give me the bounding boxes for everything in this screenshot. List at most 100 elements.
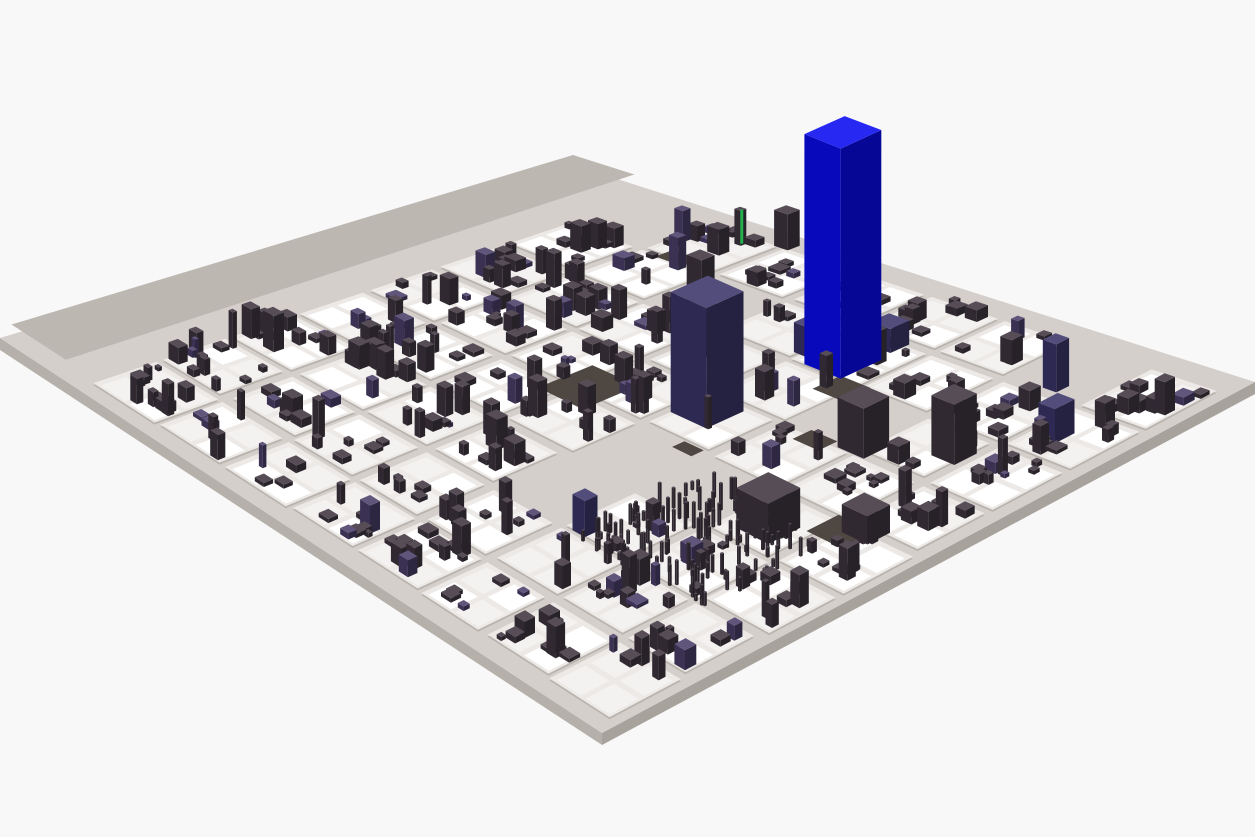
thin-building[interactable] <box>683 501 688 530</box>
building[interactable] <box>503 433 526 467</box>
building[interactable] <box>417 339 435 373</box>
building[interactable] <box>1102 424 1115 443</box>
building[interactable] <box>842 486 853 496</box>
thin-building[interactable] <box>686 541 691 571</box>
building[interactable] <box>258 441 267 469</box>
building[interactable] <box>187 346 198 358</box>
building[interactable] <box>402 405 413 426</box>
building[interactable] <box>483 294 501 316</box>
building[interactable] <box>505 626 525 644</box>
building[interactable] <box>762 439 781 470</box>
building[interactable] <box>423 412 443 432</box>
building[interactable] <box>856 366 880 380</box>
building[interactable] <box>609 633 618 653</box>
building[interactable] <box>239 374 252 385</box>
thin-building[interactable] <box>690 568 695 598</box>
building[interactable] <box>645 250 659 260</box>
building[interactable] <box>488 442 502 472</box>
building[interactable] <box>486 313 503 327</box>
building[interactable] <box>554 557 571 590</box>
building[interactable] <box>312 394 325 439</box>
thin-building[interactable] <box>737 545 741 566</box>
building[interactable] <box>1032 418 1049 455</box>
building[interactable] <box>452 516 471 558</box>
building[interactable] <box>266 393 282 409</box>
thin-building[interactable] <box>703 590 707 607</box>
thin-building[interactable] <box>753 557 758 572</box>
building[interactable] <box>744 233 765 248</box>
building[interactable] <box>898 464 912 509</box>
thin-building[interactable] <box>738 576 742 592</box>
building[interactable] <box>378 462 390 485</box>
thin-building[interactable] <box>788 522 792 550</box>
building[interactable] <box>569 258 585 284</box>
building[interactable] <box>199 354 211 376</box>
building[interactable] <box>241 301 260 340</box>
building[interactable] <box>662 591 675 609</box>
building[interactable] <box>1045 440 1068 455</box>
building[interactable] <box>893 373 917 400</box>
thin-building[interactable] <box>717 502 722 526</box>
building[interactable] <box>823 467 847 484</box>
building[interactable] <box>457 600 470 612</box>
building[interactable] <box>570 219 591 253</box>
building[interactable] <box>376 344 395 380</box>
building[interactable] <box>462 292 471 302</box>
building[interactable] <box>490 367 506 380</box>
building[interactable] <box>641 266 651 285</box>
building[interactable] <box>583 408 594 442</box>
thin-building[interactable] <box>690 480 695 491</box>
building[interactable] <box>651 561 661 587</box>
building[interactable] <box>526 508 541 520</box>
building[interactable] <box>997 434 1008 476</box>
thin-building[interactable] <box>703 517 708 543</box>
building[interactable] <box>130 372 144 405</box>
building[interactable] <box>507 372 523 404</box>
building[interactable] <box>587 579 601 591</box>
building[interactable] <box>765 597 779 628</box>
building[interactable] <box>422 272 432 305</box>
thin-building[interactable] <box>677 491 682 520</box>
building[interactable] <box>414 407 426 439</box>
building[interactable] <box>479 508 492 520</box>
building[interactable] <box>528 373 548 419</box>
building[interactable] <box>730 436 746 457</box>
thin-building[interactable] <box>693 592 698 602</box>
thin-building[interactable] <box>765 545 770 558</box>
building[interactable] <box>441 587 462 603</box>
building[interactable] <box>348 336 370 370</box>
building[interactable] <box>448 350 466 362</box>
building[interactable] <box>290 409 312 428</box>
building[interactable] <box>746 265 767 287</box>
thin-building[interactable] <box>775 544 780 570</box>
dark-block[interactable] <box>837 385 890 459</box>
thin-building[interactable] <box>636 511 641 536</box>
thin-building[interactable] <box>595 516 600 542</box>
dark-block[interactable] <box>736 472 801 544</box>
building[interactable] <box>710 629 731 647</box>
building[interactable] <box>258 363 268 373</box>
building[interactable] <box>161 378 175 417</box>
building[interactable] <box>410 489 428 503</box>
building[interactable] <box>992 401 1014 420</box>
building[interactable] <box>364 440 384 455</box>
building[interactable] <box>707 221 730 256</box>
thin-building[interactable] <box>594 537 599 552</box>
thin-building[interactable] <box>761 528 765 551</box>
building[interactable] <box>556 361 571 380</box>
building[interactable] <box>578 379 596 416</box>
building[interactable] <box>274 475 293 489</box>
building[interactable] <box>717 540 728 550</box>
thin-building[interactable] <box>674 558 679 586</box>
building[interactable] <box>340 524 357 540</box>
building[interactable] <box>887 436 910 465</box>
building[interactable] <box>1094 394 1115 430</box>
thin-building[interactable] <box>696 516 701 544</box>
building[interactable] <box>1154 373 1175 416</box>
thin-building[interactable] <box>745 531 750 557</box>
building[interactable] <box>513 516 525 527</box>
building[interactable] <box>652 648 666 681</box>
thin-building[interactable] <box>619 518 624 536</box>
building[interactable] <box>320 389 341 408</box>
building[interactable] <box>596 588 605 600</box>
